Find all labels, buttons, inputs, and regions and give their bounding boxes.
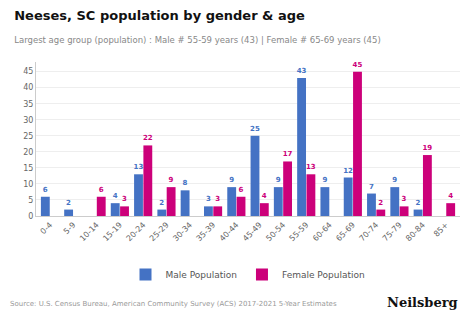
svg-text:20: 20	[23, 148, 33, 157]
svg-text:75-79: 75-79	[381, 220, 404, 243]
svg-text:Largest age group (population): Largest age group (population) : Male # …	[14, 35, 381, 45]
svg-text:6: 6	[43, 186, 48, 194]
svg-text:10: 10	[23, 180, 33, 189]
svg-text:0: 0	[28, 212, 33, 221]
svg-text:8: 8	[183, 179, 188, 187]
svg-text:12: 12	[343, 167, 353, 175]
svg-text:9: 9	[169, 176, 174, 184]
svg-text:45-49: 45-49	[241, 220, 264, 243]
svg-text:7: 7	[369, 183, 374, 191]
svg-text:22: 22	[143, 134, 153, 142]
svg-text:20-24: 20-24	[125, 220, 148, 243]
svg-text:65-69: 65-69	[334, 220, 357, 243]
svg-text:50-54: 50-54	[264, 220, 287, 243]
svg-text:9: 9	[276, 176, 281, 184]
svg-text:Male Population: Male Population	[166, 270, 237, 280]
svg-text:19: 19	[422, 144, 432, 152]
svg-text:Neeses, SC population by gende: Neeses, SC population by gender & age	[14, 8, 305, 23]
svg-text:3: 3	[122, 195, 127, 203]
svg-text:17: 17	[283, 150, 293, 158]
svg-text:Neilsberg: Neilsberg	[387, 295, 458, 310]
svg-text:85+: 85+	[432, 220, 450, 238]
svg-text:25: 25	[23, 132, 33, 141]
svg-text:4: 4	[113, 192, 118, 200]
svg-text:40: 40	[23, 83, 33, 92]
svg-text:9: 9	[229, 176, 234, 184]
svg-text:70-74: 70-74	[358, 220, 381, 243]
svg-text:35: 35	[23, 100, 33, 109]
svg-text:9: 9	[392, 176, 397, 184]
svg-text:15-19: 15-19	[101, 220, 124, 243]
svg-text:35-39: 35-39	[194, 220, 217, 243]
svg-text:30-34: 30-34	[171, 220, 194, 243]
svg-text:9: 9	[322, 176, 327, 184]
svg-text:55-59: 55-59	[288, 220, 311, 243]
svg-text:43: 43	[297, 67, 307, 75]
svg-text:25: 25	[250, 125, 260, 133]
svg-text:30: 30	[23, 116, 33, 125]
svg-text:2: 2	[159, 199, 164, 207]
svg-text:13: 13	[306, 163, 316, 171]
svg-text:6: 6	[99, 186, 104, 194]
svg-text:4: 4	[262, 192, 267, 200]
svg-text:2: 2	[416, 199, 421, 207]
svg-text:25-29: 25-29	[148, 220, 171, 243]
svg-text:Female Population: Female Population	[282, 270, 365, 280]
svg-text:3: 3	[215, 195, 220, 203]
svg-text:13: 13	[134, 163, 144, 171]
svg-text:3: 3	[402, 195, 407, 203]
svg-text:4: 4	[448, 192, 453, 200]
svg-text:80-84: 80-84	[404, 220, 427, 243]
svg-text:Source: U.S. Census Bureau, Am: Source: U.S. Census Bureau, American Com…	[10, 300, 337, 308]
svg-text:60-64: 60-64	[311, 220, 334, 243]
svg-text:6: 6	[239, 186, 244, 194]
svg-text:2: 2	[66, 199, 71, 207]
svg-text:15: 15	[23, 164, 33, 173]
svg-text:45: 45	[353, 61, 363, 69]
svg-text:45: 45	[23, 67, 33, 76]
svg-text:2: 2	[378, 199, 383, 207]
svg-text:0-4: 0-4	[39, 220, 55, 236]
svg-text:40-44: 40-44	[218, 220, 241, 243]
svg-text:3: 3	[206, 195, 211, 203]
svg-text:10-14: 10-14	[78, 220, 101, 243]
svg-text:5: 5	[28, 196, 33, 205]
svg-text:5-9: 5-9	[62, 220, 78, 236]
